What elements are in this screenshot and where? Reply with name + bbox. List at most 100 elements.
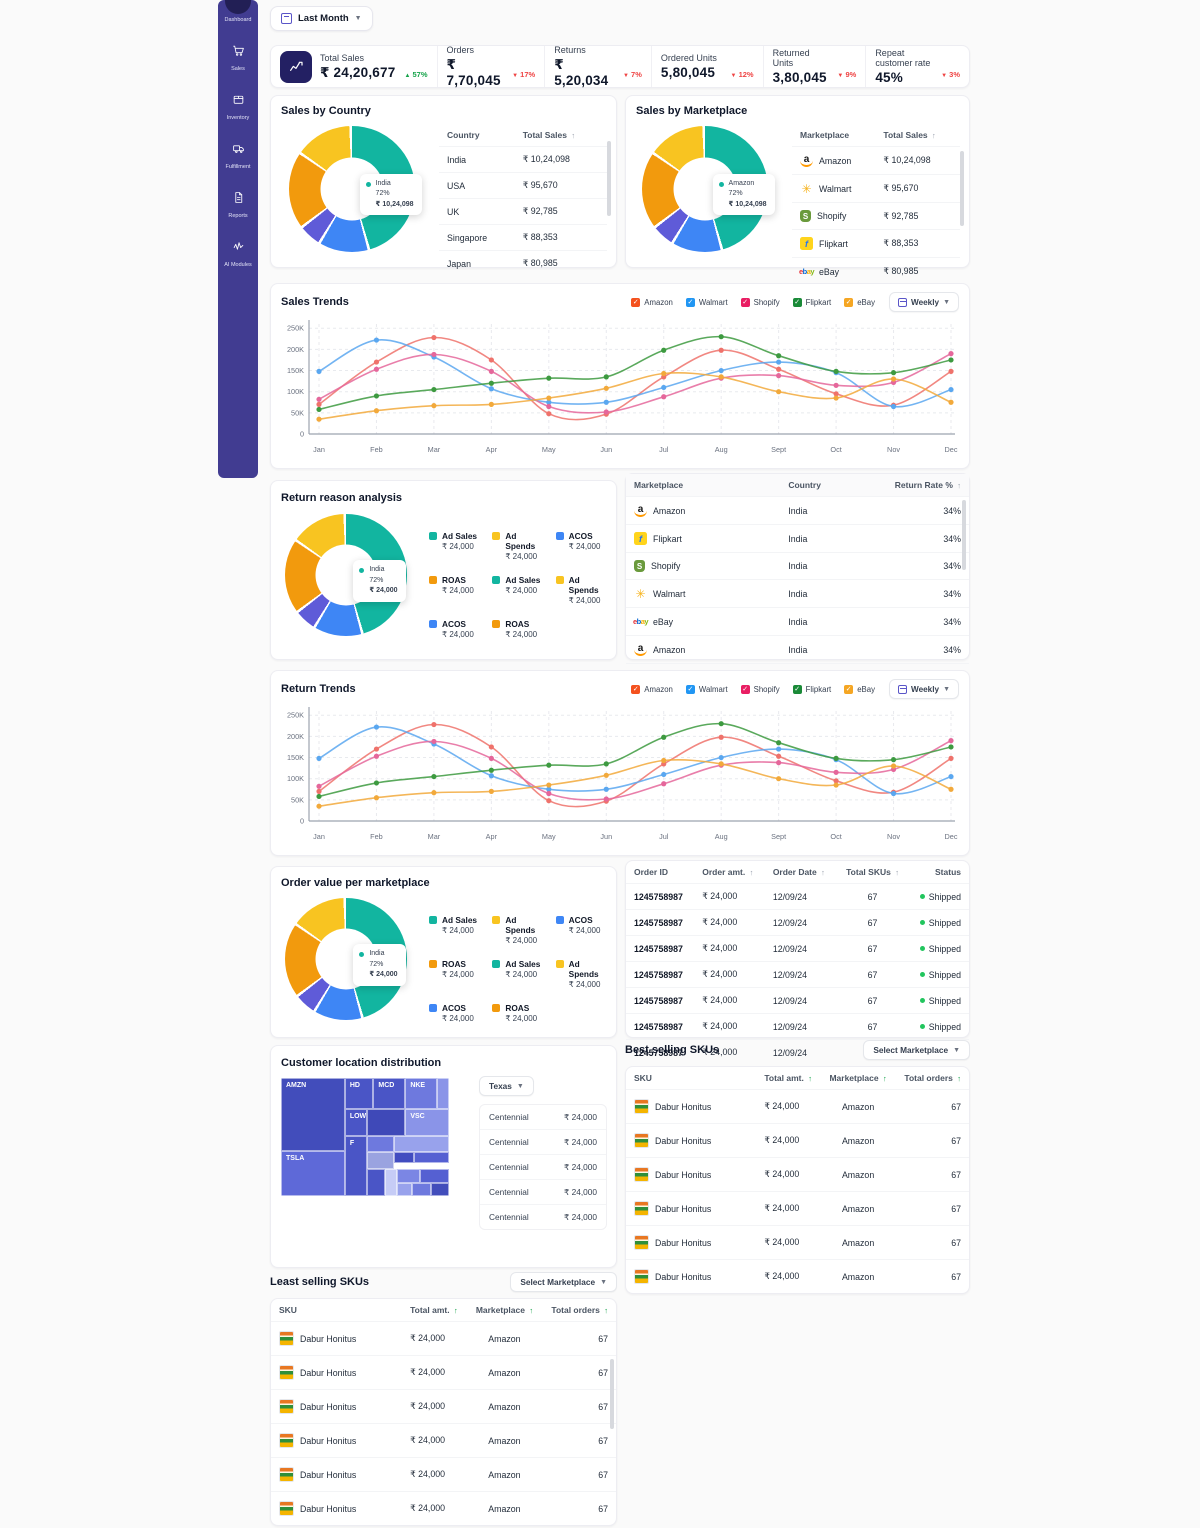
legend-item-ebay[interactable]: ✓ eBay	[844, 297, 875, 307]
treemap-block[interactable]	[393, 1152, 414, 1163]
checkbox-checked-icon[interactable]: ✓	[685, 297, 695, 307]
legend-item-flipkart[interactable]: ✓ Flipkart	[792, 684, 831, 694]
dashboard-app: Dashboard Sales Inventory Fulfillment Report…	[218, 0, 970, 1528]
legend-item-amazon[interactable]: ✓ Amazon	[631, 297, 673, 307]
sort-icon: ↑	[808, 1074, 812, 1083]
series-dot-icon	[359, 952, 365, 958]
treemap-block[interactable]	[393, 1135, 449, 1153]
status-dot-icon	[919, 919, 925, 925]
sidebar-item-inventory[interactable]: Inventory	[218, 93, 258, 121]
sales-by-country-donut[interactable]: India 72% ₹ 10,24,098	[289, 126, 422, 252]
col-header[interactable]: Marketplace ↑	[829, 1073, 887, 1083]
col-header[interactable]: SKU	[634, 1073, 652, 1083]
col-header[interactable]: Order Date ↑	[772, 867, 825, 877]
col-header[interactable]: Total orders ↑	[551, 1305, 608, 1315]
col-header[interactable]: SKU	[279, 1305, 297, 1315]
treemap-block[interactable]	[366, 1108, 406, 1136]
sidebar-item-reports[interactable]: Reports	[218, 191, 258, 219]
legend-label: Shopify	[753, 684, 780, 694]
col-header[interactable]: Order ID	[634, 867, 669, 877]
return-reason-donut[interactable]: India 72% ₹ 24,000	[285, 514, 407, 636]
col-header[interactable]: Marketplace	[800, 130, 850, 140]
legend-name: Ad Sales	[505, 959, 541, 969]
treemap-block-tsla[interactable]: TSLA	[281, 1151, 345, 1196]
marketplace-dropdown[interactable]: Select Marketplace ▼	[863, 1040, 970, 1060]
treemap-block-nke[interactable]: NKE	[405, 1078, 438, 1109]
checkbox-checked-icon[interactable]: ✓	[631, 297, 641, 307]
treemap-block-low[interactable]: LOW	[344, 1108, 367, 1136]
interval-dropdown[interactable]: Weekly ▼	[888, 679, 959, 699]
col-header[interactable]: Total Sales ↑	[522, 130, 576, 140]
treemap-block[interactable]	[385, 1168, 397, 1196]
marketplace-dropdown[interactable]: Select Marketplace ▼	[510, 1272, 617, 1292]
col-header[interactable]: Marketplace	[626, 474, 781, 497]
sales-by-marketplace-donut[interactable]: Amazon 72% ₹ 10,24,098	[642, 126, 775, 252]
col-header[interactable]: Country	[447, 130, 480, 140]
interval-dropdown[interactable]: Weekly ▼	[888, 292, 959, 312]
legend-swatch-icon	[492, 1004, 501, 1012]
treemap-block-amzn[interactable]: AMZN	[281, 1078, 345, 1152]
treemap-block-mcd[interactable]: MCD	[373, 1078, 406, 1109]
sidebar-item-sales[interactable]: Sales	[218, 44, 258, 72]
legend-item-walmart[interactable]: ✓ Walmart	[685, 684, 728, 694]
legend-item-shopify[interactable]: ✓ Shopify	[740, 297, 780, 307]
section-title: Least selling SKUs	[270, 1276, 370, 1288]
treemap-block[interactable]	[396, 1168, 421, 1184]
least-skus-table: SKU Total amt. ↑ Marketplace ↑ Total ord…	[270, 1298, 617, 1526]
treemap-block[interactable]	[366, 1168, 386, 1196]
checkbox-checked-icon[interactable]: ✓	[631, 684, 641, 694]
sidebar-item-ai-modules[interactable]: AI Modules	[218, 240, 258, 268]
treemap-block[interactable]	[412, 1183, 431, 1196]
treemap-block[interactable]	[430, 1183, 449, 1196]
period-dropdown[interactable]: Last Month ▼	[270, 6, 373, 31]
checkbox-checked-icon[interactable]: ✓	[792, 297, 802, 307]
col-header[interactable]: Total amt. ↑	[410, 1305, 458, 1315]
checkbox-checked-icon[interactable]: ✓	[740, 684, 750, 694]
location-treemap[interactable]: AMZN TSLA HD MCD NKE LOW VSC F	[281, 1078, 449, 1196]
kpi-label: Ordered Units	[660, 53, 717, 63]
kpi-value: 3,80,045	[772, 70, 827, 85]
col-header[interactable]: Total amt. ↑	[764, 1073, 812, 1083]
checkbox-checked-icon[interactable]: ✓	[740, 297, 750, 307]
legend-value: ₹ 24,000	[442, 970, 474, 979]
treemap-block[interactable]	[366, 1135, 394, 1153]
sidebar-item-fulfillment[interactable]: Fulfillment	[218, 142, 258, 170]
treemap-block-hd[interactable]: HD	[344, 1078, 374, 1109]
treemap-block[interactable]	[366, 1152, 394, 1169]
col-header[interactable]: Status	[935, 867, 961, 877]
treemap-block[interactable]	[413, 1152, 449, 1163]
checkbox-checked-icon[interactable]: ✓	[685, 684, 695, 694]
col-header[interactable]: Country	[780, 474, 884, 497]
col-header[interactable]: Total Sales ↑	[883, 130, 936, 140]
col-header[interactable]: Total orders ↑	[904, 1073, 961, 1083]
treemap-block[interactable]	[396, 1183, 413, 1196]
treemap-block[interactable]	[437, 1078, 449, 1109]
scrollbar[interactable]	[607, 141, 611, 216]
checkbox-checked-icon[interactable]: ✓	[844, 684, 854, 694]
location-value: ₹ 24,000	[564, 1137, 597, 1147]
checkbox-checked-icon[interactable]: ✓	[844, 297, 854, 307]
legend-item-flipkart[interactable]: ✓ Flipkart	[792, 297, 831, 307]
legend-item-walmart[interactable]: ✓ Walmart	[685, 297, 728, 307]
col-header[interactable]: Total SKUs ↑	[846, 867, 899, 877]
legend-item-ebay[interactable]: ✓ eBay	[844, 684, 875, 694]
order-value-donut[interactable]: India 72% ₹ 24,000	[285, 898, 407, 1020]
treemap-block-f[interactable]: F	[344, 1135, 367, 1196]
status-dot-icon	[919, 997, 925, 1003]
scrollbar[interactable]	[962, 500, 966, 570]
sku-thumbnail-icon	[279, 1467, 294, 1482]
treemap-block-vsc[interactable]: VSC	[405, 1108, 449, 1136]
scrollbar[interactable]	[960, 151, 964, 226]
treemap-block[interactable]	[420, 1168, 449, 1184]
sidebar-item-dashboard[interactable]: Dashboard	[218, 17, 258, 23]
checkbox-checked-icon[interactable]: ✓	[792, 684, 802, 694]
col-header[interactable]: Marketplace ↑	[475, 1305, 534, 1315]
scrollbar[interactable]	[610, 1359, 614, 1429]
col-header[interactable]: Order amt. ↑	[702, 867, 754, 877]
legend-item-amazon[interactable]: ✓ Amazon	[631, 684, 673, 694]
state-dropdown[interactable]: Texas ▼	[479, 1076, 534, 1096]
col-header[interactable]: Return Rate % ↑	[883, 474, 969, 497]
legend-label: Walmart	[698, 297, 728, 307]
legend-item-shopify[interactable]: ✓ Shopify	[740, 684, 780, 694]
